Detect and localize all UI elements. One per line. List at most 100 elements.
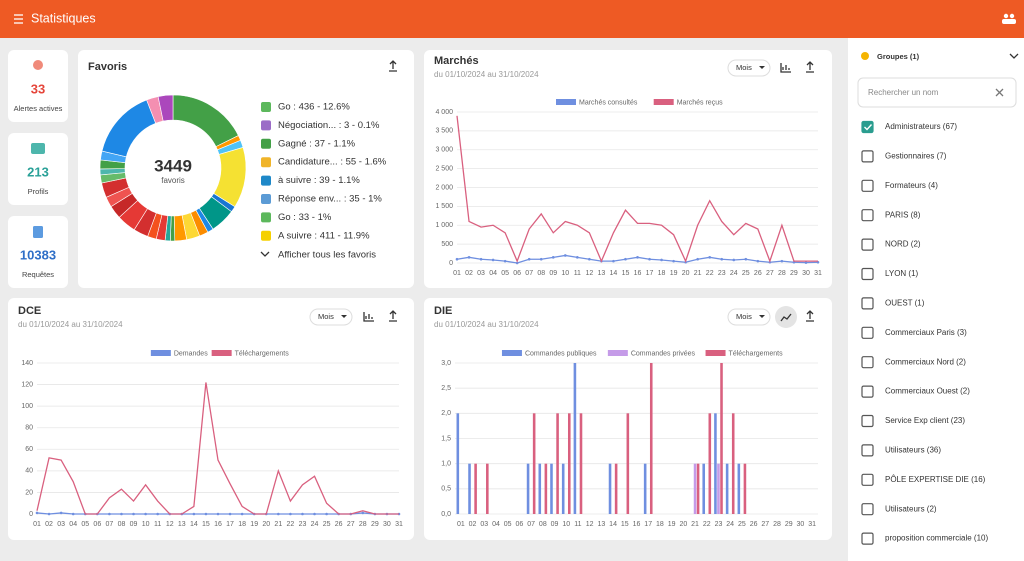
group-label[interactable]: PARIS (8): [885, 210, 921, 219]
period-select[interactable]: [309, 308, 353, 326]
checkbox[interactable]: [861, 179, 874, 192]
checkbox[interactable]: [861, 209, 874, 222]
legend-label[interactable]: Marchés consultés: [579, 99, 638, 106]
checkbox[interactable]: [861, 532, 874, 545]
group-label[interactable]: LYON (1): [885, 269, 919, 278]
x-tick-label: 31: [395, 521, 403, 528]
group-label[interactable]: Commerciaux Nord (2): [885, 357, 966, 366]
legend-item[interactable]: à suivre : 39 - 1.1%: [278, 175, 360, 186]
line-point: [313, 512, 316, 516]
x-tick-label: 02: [469, 521, 477, 528]
group-label[interactable]: Gestionnaires (7): [885, 152, 947, 161]
export-button[interactable]: [389, 310, 397, 322]
checkbox[interactable]: [861, 503, 874, 516]
legend-label[interactable]: Demandes: [174, 350, 208, 357]
x-tick-label: 25: [323, 521, 331, 528]
bar: [649, 363, 653, 514]
legend-item[interactable]: Réponse env... : 35 - 1%: [278, 194, 382, 205]
x-tick-label: 19: [670, 270, 678, 277]
clear-search[interactable]: [995, 88, 1004, 97]
checkbox[interactable]: [861, 356, 874, 369]
x-tick-label: 24: [730, 270, 738, 277]
legend-label[interactable]: Téléchargements: [729, 350, 784, 357]
export-button[interactable]: [806, 61, 814, 73]
group-label[interactable]: Commerciaux Paris (3): [885, 328, 967, 337]
legend-item[interactable]: Gagné : 37 - 1.1%: [278, 138, 356, 149]
line-point: [361, 511, 365, 515]
y-tick-label: 0,0: [441, 511, 451, 518]
period-select[interactable]: [727, 308, 771, 326]
period-select-label[interactable]: Mois: [736, 63, 752, 72]
chart-toggle-active[interactable]: [775, 306, 797, 328]
legend-item[interactable]: A suivre : 411 - 11.9%: [278, 230, 370, 241]
y-tick-label: 1 500: [435, 203, 453, 210]
search-placeholder[interactable]: Rechercher un nom: [868, 88, 939, 97]
y-tick-label: 2 000: [435, 184, 453, 191]
group-label[interactable]: proposition commerciale (10): [885, 534, 988, 543]
x-tick-label: 22: [287, 521, 295, 528]
x-tick-label: 16: [634, 270, 642, 277]
x-tick-label: 23: [718, 270, 726, 277]
x-tick-label: 26: [335, 521, 343, 528]
menu-icon[interactable]: [14, 14, 23, 24]
period-select-label[interactable]: Mois: [318, 312, 334, 321]
group-label[interactable]: Formateurs (4): [885, 181, 938, 190]
legend-item[interactable]: Candidature... : 55 - 1.6%: [278, 157, 387, 168]
group-label[interactable]: Administrateurs (67): [885, 122, 957, 131]
x-tick-label: 11: [574, 270, 581, 277]
groups-icon[interactable]: [1002, 13, 1016, 24]
search-input[interactable]: [857, 77, 1017, 108]
checkbox[interactable]: [861, 326, 874, 339]
chart-toggle[interactable]: [363, 312, 374, 322]
line-point: [612, 259, 615, 263]
period-select-label[interactable]: Mois: [736, 312, 752, 321]
checkbox[interactable]: [861, 473, 874, 486]
x-tick-label: 04: [489, 270, 497, 277]
group-label[interactable]: PÔLE EXPERTISE DIE (16): [885, 475, 986, 484]
group-label[interactable]: Utilisateurs (2): [885, 504, 937, 513]
checkbox[interactable]: [861, 297, 874, 310]
group-label[interactable]: Service Exp client (23): [885, 416, 965, 425]
period-select[interactable]: [727, 59, 771, 77]
x-tick-label: 17: [644, 521, 652, 528]
legend-item[interactable]: Go : 436 - 12.6%: [278, 102, 350, 113]
x-tick-label: 10: [562, 521, 570, 528]
export-button[interactable]: [389, 60, 397, 72]
checkbox[interactable]: [861, 444, 874, 457]
x-tick-label: 11: [574, 521, 581, 528]
x-tick-label: 07: [106, 521, 114, 528]
favoris-total-label: favoris: [161, 176, 185, 185]
group-label[interactable]: Commerciaux Ouest (2): [885, 387, 970, 396]
x-tick-label: 24: [726, 521, 734, 528]
x-tick-label: 13: [178, 521, 186, 528]
group-label[interactable]: OUEST (1): [885, 299, 925, 308]
group-label[interactable]: Utilisateurs (36): [885, 446, 941, 455]
x-tick-label: 07: [525, 270, 533, 277]
group-label[interactable]: NORD (2): [885, 240, 921, 249]
line-point: [132, 512, 135, 516]
bar: [731, 413, 735, 514]
y-tick-label: 1 000: [435, 222, 453, 229]
x-tick-label: 03: [477, 270, 485, 277]
stat-label: Requêtes: [22, 270, 54, 279]
legend-item[interactable]: Go : 33 - 1%: [278, 212, 332, 223]
chart-toggle[interactable]: [780, 63, 791, 73]
legend-item[interactable]: Négociation... : 3 - 0.1%: [278, 120, 380, 131]
checkbox[interactable]: [861, 267, 874, 281]
checkbox[interactable]: [861, 238, 874, 251]
checkbox[interactable]: [861, 150, 874, 163]
legend-label[interactable]: Marchés reçus: [677, 99, 723, 106]
checkbox[interactable]: [861, 385, 874, 398]
collapse-button[interactable]: [1009, 53, 1019, 59]
chart-toggle[interactable]: [780, 313, 792, 322]
x-tick-label: 29: [785, 521, 793, 528]
legend-label[interactable]: Commandes publiques: [525, 350, 597, 357]
legend-label[interactable]: Commandes privées: [631, 350, 696, 357]
show-all-link[interactable]: Afficher tous les favoris: [278, 250, 376, 261]
checkbox[interactable]: [861, 414, 874, 428]
legend-label[interactable]: Téléchargements: [235, 350, 290, 357]
export-button[interactable]: [806, 310, 814, 322]
checkbox[interactable]: [861, 120, 874, 134]
stat-label: Profils: [28, 187, 49, 196]
x-tick-label: 10: [561, 270, 569, 277]
